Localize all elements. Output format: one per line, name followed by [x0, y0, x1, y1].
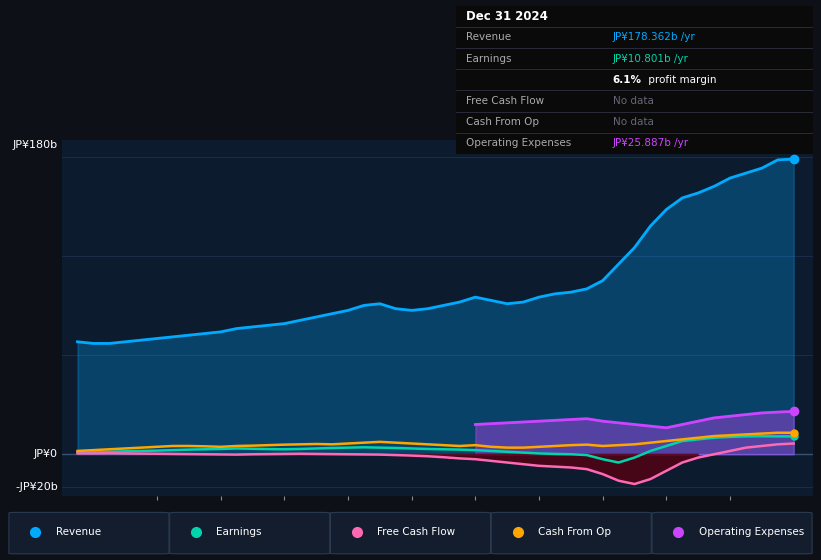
Text: 6.1%: 6.1%: [612, 75, 642, 85]
Text: profit margin: profit margin: [645, 75, 717, 85]
Text: Free Cash Flow: Free Cash Flow: [466, 96, 544, 106]
Text: JP¥25.887b /yr: JP¥25.887b /yr: [612, 138, 689, 148]
Text: JP¥10.801b /yr: JP¥10.801b /yr: [612, 54, 689, 64]
Text: Free Cash Flow: Free Cash Flow: [378, 527, 456, 537]
Text: JP¥178.362b /yr: JP¥178.362b /yr: [612, 32, 695, 43]
Text: Operating Expenses: Operating Expenses: [466, 138, 571, 148]
FancyBboxPatch shape: [170, 512, 330, 554]
Text: Cash From Op: Cash From Op: [466, 117, 539, 127]
Text: -JP¥20b: -JP¥20b: [15, 482, 57, 492]
Text: Cash From Op: Cash From Op: [538, 527, 611, 537]
Text: Operating Expenses: Operating Expenses: [699, 527, 804, 537]
Text: No data: No data: [612, 96, 654, 106]
FancyBboxPatch shape: [491, 512, 651, 554]
Text: Revenue: Revenue: [466, 32, 511, 43]
FancyBboxPatch shape: [9, 512, 169, 554]
FancyBboxPatch shape: [330, 512, 491, 554]
Text: Revenue: Revenue: [56, 527, 101, 537]
Text: Dec 31 2024: Dec 31 2024: [466, 10, 548, 23]
FancyBboxPatch shape: [652, 512, 812, 554]
Text: JP¥180b: JP¥180b: [12, 140, 57, 150]
Text: Earnings: Earnings: [217, 527, 262, 537]
Text: JP¥0: JP¥0: [34, 449, 57, 459]
Text: No data: No data: [612, 117, 654, 127]
Text: Earnings: Earnings: [466, 54, 511, 64]
